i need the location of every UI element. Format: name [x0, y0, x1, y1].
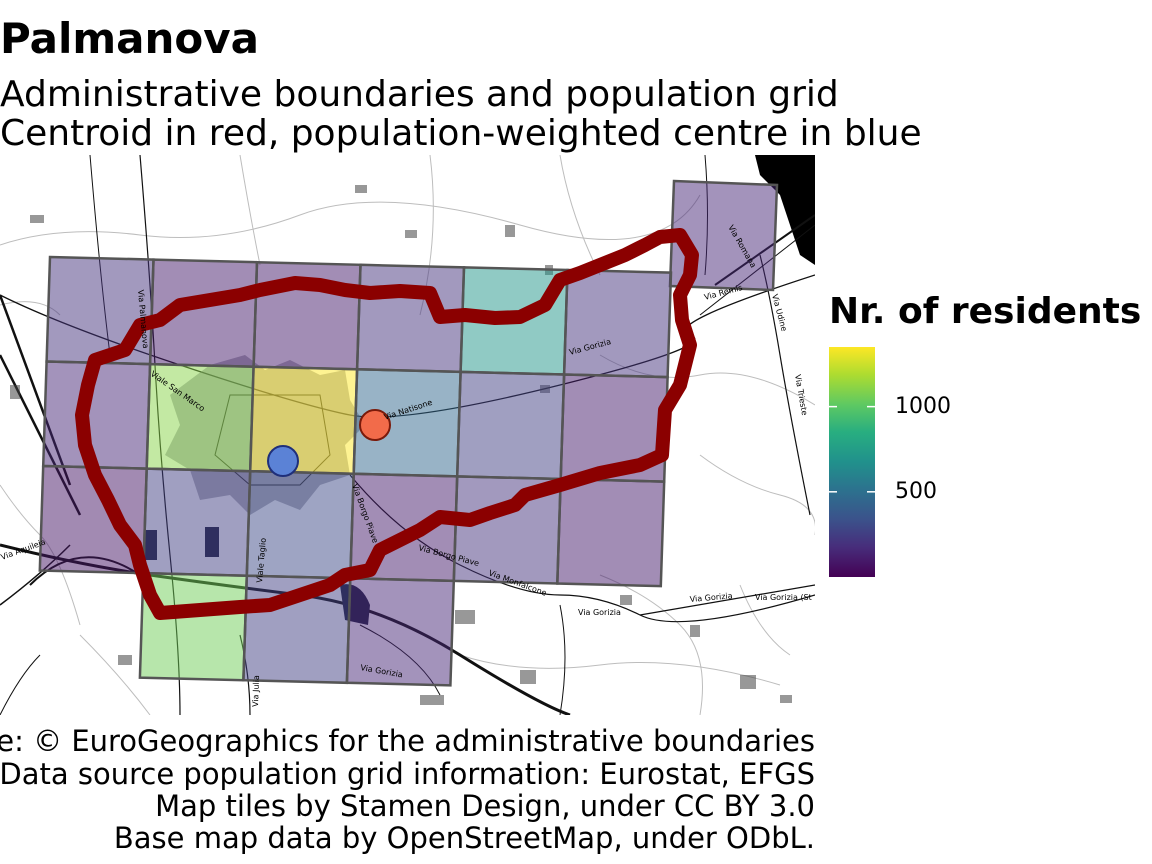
grid-cell[interactable]: [562, 268, 673, 379]
minor-roads: [0, 155, 815, 715]
caption-line: Map tiles by Stamen Design, under CC BY …: [155, 789, 815, 823]
map-canvas[interactable]: Via Palmanova Viale San Marco Via Natiso…: [0, 155, 815, 715]
grid-cell[interactable]: [556, 477, 666, 588]
caption-line: Base map data by OpenStreetMap, under OD…: [113, 821, 815, 855]
road-label: Via Julia: [251, 675, 261, 707]
legend-colorbar: [829, 347, 875, 577]
population-weighted-centre-marker[interactable]: [267, 445, 299, 477]
map-panel[interactable]: Via Palmanova Viale San Marco Via Natiso…: [0, 155, 815, 715]
water-body: [755, 155, 815, 265]
caption-area: Data source: © EuroGeographics for the a…: [0, 720, 815, 864]
road-label: Viale Taglio: [255, 537, 268, 583]
grid-cell[interactable]: [345, 577, 456, 687]
grid-cell[interactable]: [248, 365, 359, 476]
map-title: Palmanova: [0, 14, 259, 63]
legend-tick-label: 1000: [895, 393, 951, 419]
centroid-marker[interactable]: [359, 409, 391, 441]
road-label: Via Trieste: [793, 374, 809, 416]
map-subtitle-line-2: Centroid in red, population-weighted cen…: [0, 113, 922, 154]
grid-cell[interactable]: [45, 255, 155, 366]
caption-line: Data source: © EuroGeographics for the a…: [0, 724, 815, 758]
grid-cell[interactable]: [455, 370, 566, 481]
caption-line: Data source population grid information:…: [0, 757, 815, 791]
road-label: Via Gorizia (St: [755, 593, 812, 602]
map-subtitle-line-1: Administrative boundaries and population…: [0, 74, 839, 115]
legend-title: Nr. of residents: [829, 291, 1142, 332]
road-label: Via Gorizia: [689, 591, 733, 604]
legend-tick-label: 500: [895, 478, 937, 504]
municipality-boundary[interactable]: [75, 228, 699, 620]
road-label: Via Gorizia: [578, 608, 621, 617]
grid-cell[interactable]: [142, 467, 252, 577]
grid-cell[interactable]: [138, 571, 249, 682]
